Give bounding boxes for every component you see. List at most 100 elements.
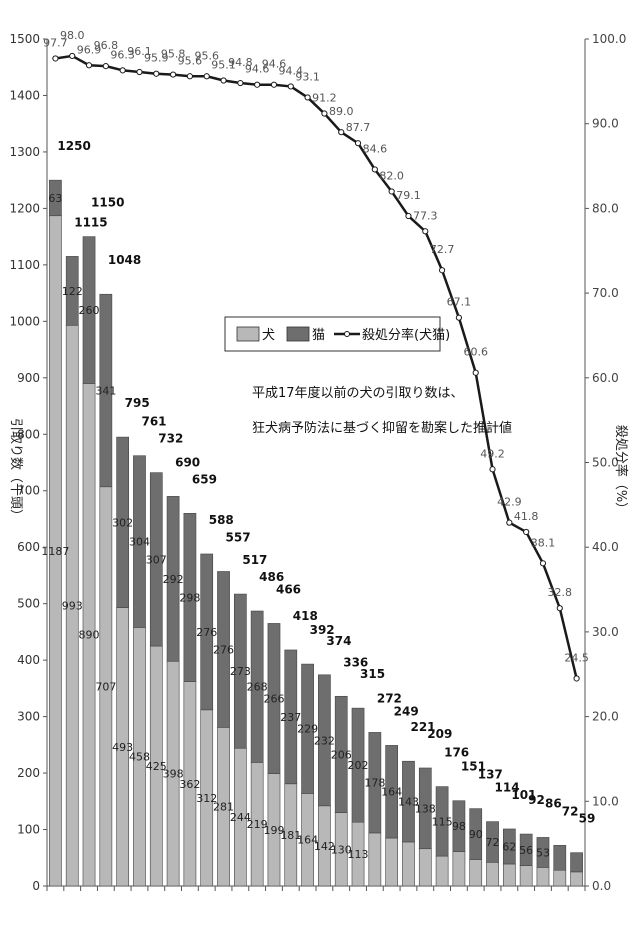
y2-tick-label: 100.0 (592, 32, 626, 46)
y-tick-label: 700 (17, 484, 40, 498)
cat-value-label: 143 (398, 796, 419, 809)
bar-cat (418, 767, 432, 850)
dog-value-label: 1187 (41, 545, 69, 558)
rate-point (422, 228, 429, 235)
rate-value-label: 72.7 (430, 243, 455, 256)
y2-tick-label: 20.0 (592, 710, 619, 724)
bar-cat (149, 472, 163, 647)
rate-point (489, 466, 496, 473)
rate-labels: 97.798.096.996.896.396.195.995.895.695.6… (43, 29, 589, 665)
total-label: 221 (410, 720, 435, 734)
cat-value-label: 72 (486, 836, 500, 849)
bar-dog (536, 867, 550, 887)
rate-point (438, 267, 446, 274)
y-tick-label: 900 (17, 371, 40, 385)
bar-cat (200, 553, 214, 711)
rate-point (506, 519, 513, 526)
rate-value-label: 60.6 (463, 346, 488, 359)
annotation-line-2: 狂犬病予防法に基づく抑留を勘案した推計値 (252, 420, 512, 436)
bar-cat (334, 695, 348, 813)
rate-value-label: 77.3 (413, 209, 438, 222)
dog-value-label: 164 (297, 834, 318, 847)
dog-value-label: 113 (348, 848, 369, 861)
rate-value-label: 89.0 (329, 105, 354, 118)
total-label: 137 (478, 768, 503, 782)
legend-swatch-dog (236, 326, 260, 342)
legend-label-rate: 殺処分率(犬猫) (362, 327, 450, 343)
y-axis-title: 引取り数（千頭） (8, 418, 23, 522)
y-tick-label: 100 (17, 823, 40, 837)
bar-cat (318, 674, 331, 807)
bars (49, 179, 583, 887)
total-label: 272 (377, 691, 402, 705)
y2-tick-label: 30.0 (592, 625, 619, 639)
y2-tick-label: 90.0 (592, 117, 619, 131)
rate-value-label: 96.8 (94, 39, 119, 52)
rate-point (254, 81, 261, 88)
bar-dog (570, 871, 583, 887)
bar-cat (351, 707, 365, 823)
dog-value-label: 312 (196, 792, 217, 805)
segment-labels: 1187639931228902607073414933024583044253… (41, 192, 550, 861)
y2-tick-label: 80.0 (592, 201, 619, 215)
cat-value-label: 63 (48, 192, 62, 205)
rate-point (287, 83, 294, 90)
rate-point (102, 63, 109, 70)
bar-cat (502, 828, 516, 865)
total-label: 249 (394, 704, 419, 718)
bar-cat (116, 436, 130, 608)
y2-tick-label: 60.0 (592, 371, 619, 385)
bar-cat (301, 663, 314, 794)
cat-value-label: 307 (146, 553, 167, 566)
annotation-line-1: 平成17年度以前の犬の引取り数は、 (252, 385, 464, 401)
rate-point (338, 129, 345, 136)
dog-value-label: 199 (263, 824, 284, 837)
y2-tick-label: 50.0 (592, 456, 619, 470)
dog-value-label: 130 (331, 843, 352, 856)
total-label: 336 (343, 655, 368, 669)
rate-point (371, 166, 378, 173)
cat-value-label: 237 (280, 711, 301, 724)
dog-value-label: 181 (280, 829, 301, 842)
cat-value-label: 276 (213, 643, 234, 656)
rate-point (220, 77, 227, 84)
cat-value-label: 138 (415, 802, 436, 815)
total-labels: 1250 1115 1150 1048 795 761 732 690 659 588 557 517… (57, 139, 595, 826)
total-label: 1115 (74, 215, 107, 229)
bar-cat (82, 236, 96, 384)
bar-cat (133, 455, 146, 628)
cat-value-label: 62 (502, 840, 516, 853)
y-tick-label: 1000 (9, 314, 40, 328)
dog-value-label: 281 (213, 801, 234, 814)
rate-value-label: 93.1 (295, 70, 320, 83)
total-label: 92 (528, 793, 545, 807)
total-label: 761 (141, 415, 166, 429)
dog-value-label: 244 (230, 811, 251, 824)
total-label: 1250 (57, 139, 90, 153)
rate-value-label: 96.3 (110, 48, 135, 61)
bar-cat (99, 293, 113, 488)
y-tick-label: 1300 (9, 145, 40, 159)
bar-dog (452, 851, 466, 887)
total-label: 588 (209, 513, 234, 527)
bar-dog (486, 861, 499, 887)
rate-value-label: 98.0 (60, 29, 85, 42)
bar-dog (553, 869, 567, 887)
rate-value-label: 91.2 (312, 92, 337, 105)
annotation: 平成17年度以前の犬の引取り数は、 狂犬病予防法に基づく抑留を勘案した推計値 (252, 385, 512, 436)
cat-value-label: 268 (247, 681, 268, 694)
rate-value-label: 94.4 (279, 64, 304, 77)
bar-cat (536, 837, 550, 868)
cat-value-label: 276 (196, 626, 217, 639)
dog-value-label: 493 (112, 741, 133, 754)
total-label: 690 (175, 455, 200, 469)
cat-value-label: 178 (364, 777, 385, 790)
y-tick-label: 0 (32, 879, 40, 893)
bar-dog (469, 859, 483, 887)
bar-cat (553, 845, 567, 871)
rate-value-label: 82.0 (379, 169, 404, 182)
dog-value-label: 458 (129, 751, 150, 764)
rate-value-label: 94.6 (262, 58, 287, 71)
cat-value-label: 53 (536, 846, 550, 859)
